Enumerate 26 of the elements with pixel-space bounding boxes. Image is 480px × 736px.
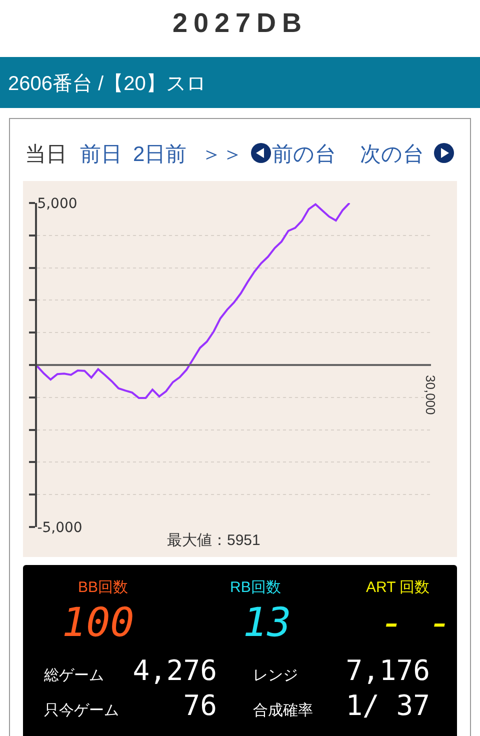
text: 最大値：5951 [167, 531, 260, 550]
text: 7,176 [346, 654, 430, 687]
text: 前日 [80, 142, 122, 168]
chart-subtitle: 2606番台 /【20】スロ [8, 72, 206, 97]
chart-title: 2027DB [171, 8, 309, 39]
text: 当日 [25, 142, 67, 168]
text: 2日前 [133, 142, 187, 168]
text: 100 [62, 600, 134, 646]
text: 4,276 [132, 654, 217, 687]
y-tick-label: 5,000 [37, 196, 78, 212]
text: 只今ゲーム [44, 701, 119, 720]
text: 1/ 37 [346, 689, 430, 722]
text: - - [380, 600, 452, 646]
text: 次の台 [360, 142, 424, 168]
text: 前の台 [272, 142, 336, 168]
text: 合成確率 [253, 701, 313, 720]
text: 13 [243, 600, 292, 646]
text: 総ゲーム [44, 666, 104, 685]
annotation: 30,000 [423, 375, 438, 415]
text: ART 回数 [366, 578, 430, 597]
y-tick-label: -5,000 [37, 520, 82, 536]
text: RB回数 [230, 578, 281, 597]
text: レンジ [253, 666, 298, 685]
text: ＞＞ [201, 142, 243, 168]
text: 76 [183, 689, 217, 722]
text: BB回数 [78, 578, 128, 597]
